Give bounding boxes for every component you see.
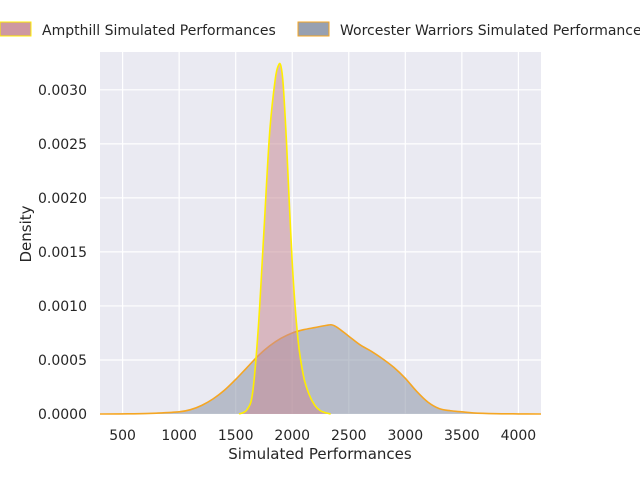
- x-tick-label: 2000: [274, 428, 310, 444]
- y-tick-label: 0.0000: [38, 407, 87, 423]
- y-tick-label: 0.0025: [38, 137, 87, 153]
- y-tick-label: 0.0010: [38, 299, 87, 315]
- x-tick-labels: 500 1000 1500 2000 2500 3000 3500 4000: [109, 428, 536, 444]
- x-tick-label: 4000: [501, 428, 537, 444]
- series-layer: [99, 62, 542, 415]
- ampthill-simulated-performances-line: [238, 62, 331, 415]
- y-tick-label: 0.0005: [38, 353, 87, 369]
- ampthill-simulated-performances-area: [239, 63, 331, 415]
- worcester-warriors-simulated-performances-line: [99, 323, 542, 415]
- x-tick-label: 1500: [218, 428, 254, 444]
- y-tick-label: 0.0020: [38, 191, 87, 207]
- y-tick-label: 0.0030: [38, 83, 87, 99]
- x-tick-label: 1000: [161, 428, 197, 444]
- legend: Ampthill Simulated Performances Worcester…: [0, 21, 640, 39]
- legend-swatch: [0, 21, 32, 37]
- y-tick-label: 0.0015: [38, 245, 87, 261]
- x-tick-label: 500: [109, 428, 136, 444]
- x-tick-label: 2500: [331, 428, 367, 444]
- x-axis-title: Simulated Performances: [228, 445, 412, 463]
- y-axis-title: Density: [17, 205, 35, 262]
- worcester-warriors-simulated-performances-area: [100, 324, 541, 414]
- x-tick-label: 3000: [387, 428, 423, 444]
- legend-label: Ampthill Simulated Performances: [42, 23, 276, 39]
- legend-swatch: [297, 21, 330, 37]
- y-tick-labels: 0.0000 0.0005 0.0010 0.0015 0.0020 0.0025 0.00…: [38, 83, 87, 423]
- x-tick-label: 3500: [444, 428, 480, 444]
- legend-label: Worcester Warriors Simulated Performance…: [340, 23, 640, 39]
